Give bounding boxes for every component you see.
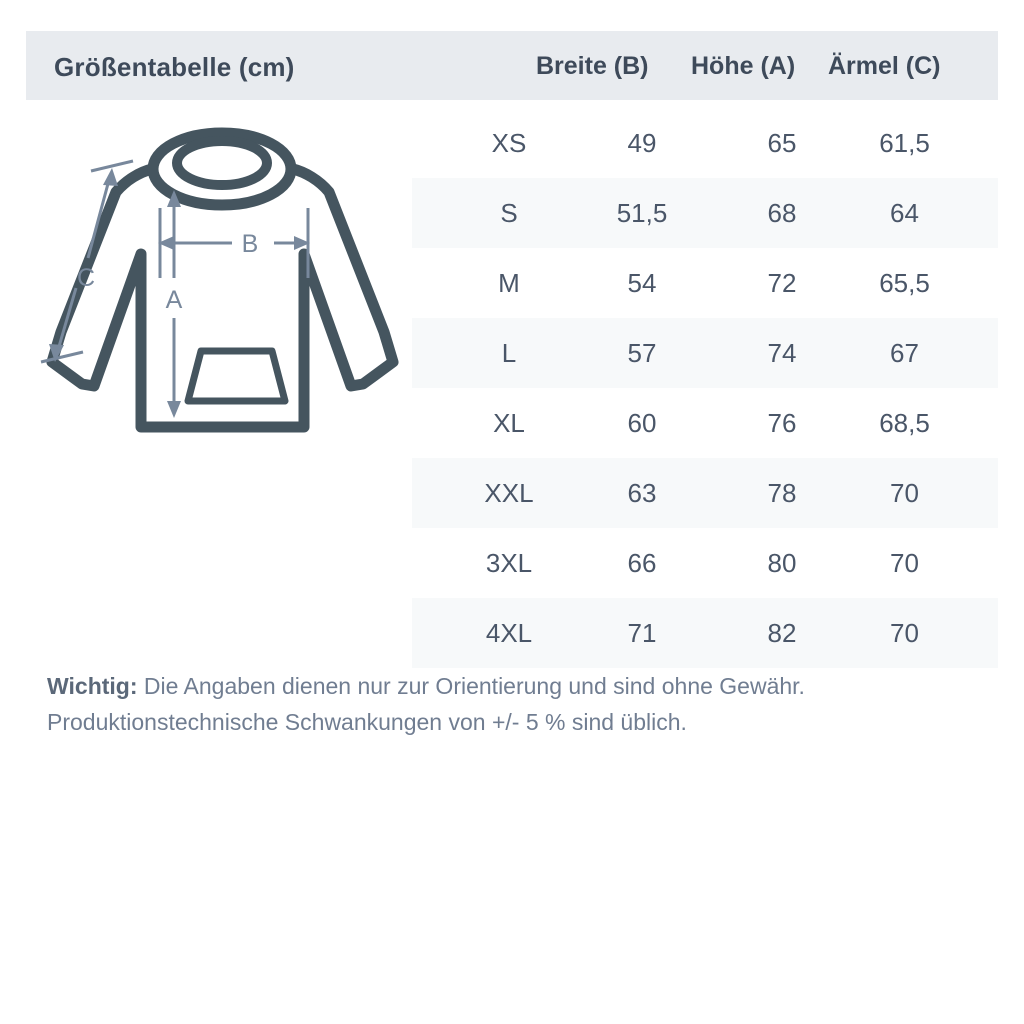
cell-height: 82	[767, 618, 797, 648]
cell-sleeve: 68,5	[879, 408, 930, 438]
cell-size: L	[501, 338, 517, 368]
hoodie-illustration: B A C	[36, 118, 408, 458]
disclaimer-line-2: Produktionstechnische Schwankungen von +…	[47, 709, 687, 735]
table-row: 3XL 66 80 70	[412, 528, 998, 598]
cell-height: 65	[767, 128, 797, 158]
table-row: XL 60 76 68,5	[412, 388, 998, 458]
cell-sleeve: 65,5	[879, 268, 930, 298]
cell-size: M	[498, 268, 520, 298]
size-table: XS 49 65 61,5 S 51,5 68 64 M 54 72 65,5 …	[412, 108, 998, 668]
cell-width: 54	[627, 268, 657, 298]
table-row: L 57 74 67	[412, 318, 998, 388]
table-row: M 54 72 65,5	[412, 248, 998, 318]
cell-height: 74	[767, 338, 797, 368]
cell-height: 78	[767, 478, 797, 508]
hoodie-hood-outer	[147, 127, 297, 211]
hoodie-hood-inner	[172, 136, 272, 190]
table-row: S 51,5 68 64	[412, 178, 998, 248]
cell-sleeve: 67	[890, 338, 919, 368]
table-header-band	[26, 31, 998, 100]
cell-size: 4XL	[485, 618, 533, 648]
dimension-c-label: C	[77, 264, 95, 292]
column-header-sleeve: Ärmel (C)	[828, 52, 941, 80]
dimension-a-arrow	[167, 190, 181, 418]
hoodie-pocket-icon	[184, 347, 289, 405]
column-header-width: Breite (B)	[536, 52, 649, 80]
cell-width: 66	[627, 548, 657, 578]
cell-width: 60	[627, 408, 657, 438]
column-header-height: Höhe (A)	[691, 52, 796, 80]
hoodie-garment-icon	[46, 163, 399, 433]
cell-size: 3XL	[485, 548, 533, 578]
cell-height: 76	[767, 408, 797, 438]
cell-width: 57	[627, 338, 657, 368]
cell-width: 71	[627, 618, 657, 648]
cell-sleeve: 70	[890, 478, 919, 508]
disclaimer-line-1: Die Angaben dienen nur zur Orientierung …	[137, 673, 805, 699]
cell-sleeve: 70	[890, 548, 919, 578]
cell-width: 63	[627, 478, 657, 508]
cell-size: XL	[493, 408, 525, 438]
cell-sleeve: 70	[890, 618, 919, 648]
cell-size: XXL	[484, 478, 534, 508]
table-row: XXL 63 78 70	[412, 458, 998, 528]
dimension-b-label: B	[242, 230, 259, 258]
cell-sleeve: 61,5	[879, 128, 930, 158]
cell-height: 72	[767, 268, 797, 298]
cell-size: XS	[491, 128, 527, 158]
page-title: Größentabelle (cm)	[54, 52, 295, 82]
cell-size: S	[500, 198, 518, 228]
dimension-a-label: A	[166, 286, 183, 314]
dimension-b-arrow	[158, 208, 310, 278]
cell-height: 80	[767, 548, 797, 578]
cell-sleeve: 64	[890, 198, 919, 228]
disclaimer-lead: Wichtig:	[47, 673, 138, 699]
dimension-c-arrow	[40, 159, 134, 364]
cell-height: 68	[767, 198, 797, 228]
disclaimer-note: Wichtig: Die Angaben dienen nur zur Orie…	[47, 668, 997, 740]
cell-width: 51,5	[616, 198, 668, 228]
table-row: XS 49 65 61,5	[412, 108, 998, 178]
cell-width: 49	[627, 128, 657, 158]
table-row: 4XL 71 82 70	[412, 598, 998, 668]
